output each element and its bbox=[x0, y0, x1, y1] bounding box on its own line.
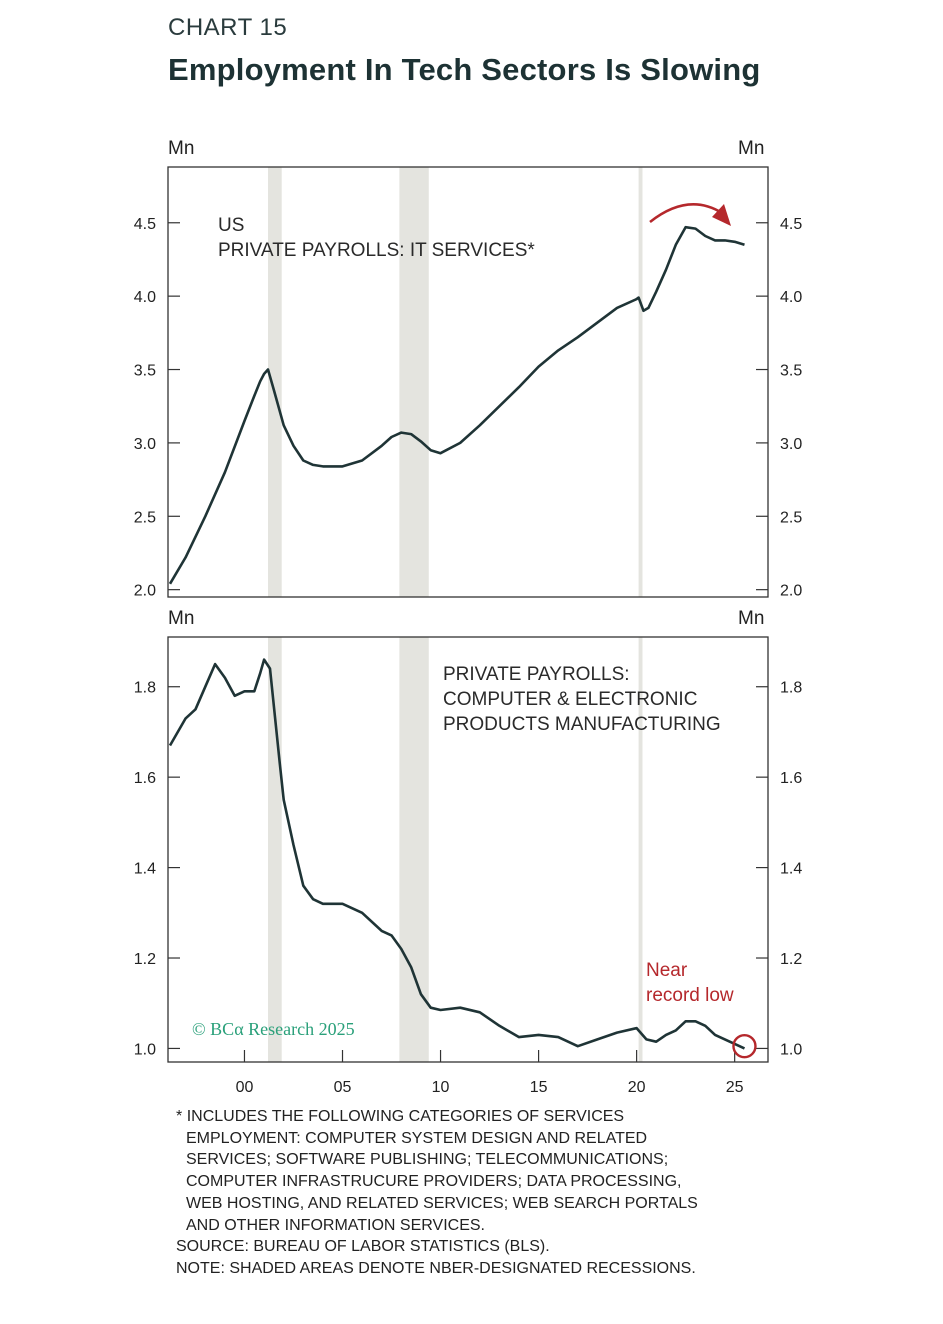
trend-arrow-head bbox=[712, 204, 731, 226]
top-recession-shade-2 bbox=[399, 167, 429, 597]
xtick-label-4: 20 bbox=[628, 1079, 646, 1096]
top-ytick-label-left-4: 4.0 bbox=[134, 289, 156, 306]
bottom-ytick-label-right-2: 1.4 bbox=[780, 861, 802, 878]
bottom-ytick-label-right-0: 1.0 bbox=[780, 1041, 802, 1058]
top-ytick-label-left-2: 3.0 bbox=[134, 436, 156, 453]
watermark: © BCα Research 2025 bbox=[192, 1019, 355, 1039]
xtick-label-1: 05 bbox=[334, 1079, 352, 1096]
recession-note: NOTE: SHADED AREAS DENOTE NBER-DESIGNATE… bbox=[176, 1259, 696, 1277]
top-ytick-label-left-3: 3.5 bbox=[134, 363, 156, 380]
footnote-line-5: WEB HOSTING, AND RELATED SERVICES; WEB S… bbox=[186, 1194, 698, 1212]
annotation-bottom-line2: COMPUTER & ELECTRONIC bbox=[443, 689, 697, 710]
xtick-label-5: 25 bbox=[726, 1079, 744, 1096]
footnote-line-2: EMPLOYMENT: COMPUTER SYSTEM DESIGN AND R… bbox=[186, 1129, 648, 1147]
bottom-recession-shade-1 bbox=[268, 637, 282, 1062]
annotation-near-record-low-line2: record low bbox=[646, 985, 734, 1006]
top-ytick-label-right-5: 4.5 bbox=[780, 216, 802, 233]
series-line-computer-manufacturing bbox=[168, 658, 746, 1050]
top-ytick-label-right-3: 3.5 bbox=[780, 363, 802, 380]
annotation-bottom-line3: PRODUCTS MANUFACTURING bbox=[443, 714, 721, 735]
y-unit-left-top: Mn bbox=[168, 138, 194, 159]
bottom-ytick-label-left-0: 1.0 bbox=[134, 1041, 156, 1058]
top-ytick-label-right-1: 2.5 bbox=[780, 509, 802, 526]
chart-title: Employment In Tech Sectors Is Slowing bbox=[168, 52, 761, 87]
bottom-ytick-label-left-1: 1.2 bbox=[134, 951, 156, 968]
top-ytick-label-left-0: 2.0 bbox=[134, 583, 156, 600]
xtick-label-2: 10 bbox=[432, 1079, 450, 1096]
bottom-ytick-label-left-4: 1.8 bbox=[134, 680, 156, 697]
top-recession-shade-3 bbox=[638, 167, 643, 597]
footnotes: * INCLUDES THE FOLLOWING CATEGORIES OF S… bbox=[176, 1106, 816, 1280]
source-note: SOURCE: BUREAU OF LABOR STATISTICS (BLS)… bbox=[176, 1238, 550, 1256]
panel-it-services: 2.0 2.02.5 2.53.0 3.03.5 3.54.0 4.04.5 4.5 Mn … bbox=[134, 138, 803, 600]
plot-frame-top bbox=[167, 166, 769, 598]
xtick-label-3: 15 bbox=[530, 1079, 548, 1096]
bottom-ytick-label-left-3: 1.6 bbox=[134, 770, 156, 787]
annotation-bottom-line1: PRIVATE PAYROLLS: bbox=[443, 664, 630, 685]
panel-computer-manufacturing: 1.0 1.0 1.2 1.2 1.4 1.4 1.6 1.6 1.8 1.8 00 05 10 15 2… bbox=[134, 608, 803, 1096]
chart-label: CHART 15 bbox=[168, 14, 288, 41]
footnote-text-1: INCLUDES THE FOLLOWING CATEGORIES OF SER… bbox=[186, 1108, 625, 1125]
trend-arrow bbox=[649, 203, 731, 226]
bottom-recession-shade-2 bbox=[399, 637, 429, 1062]
top-recession-shade-1 bbox=[268, 167, 282, 597]
top-ytick-label-left-1: 2.5 bbox=[134, 509, 156, 526]
top-ytick-label-right-2: 3.0 bbox=[780, 436, 802, 453]
footnote-line-4: COMPUTER INFRASTRUCURE PROVIDERS; DATA P… bbox=[186, 1173, 682, 1191]
chart-figure: 2.0 2.02.5 2.53.0 3.03.5 3.54.0 4.04.5 4.5 Mn … bbox=[134, 138, 803, 1096]
annotation-top-line1: US bbox=[218, 215, 244, 236]
footnote-line-1: * INCLUDES THE FOLLOWING CATEGORIES OF S… bbox=[176, 1106, 816, 1128]
bottom-recession-shade-3 bbox=[638, 637, 643, 1062]
trend-arrow-curve bbox=[649, 203, 723, 224]
top-ytick-label-right-4: 4.0 bbox=[780, 289, 802, 306]
footnote-asterisk: * bbox=[176, 1108, 183, 1125]
bottom-ytick-label-right-3: 1.6 bbox=[780, 770, 802, 787]
y-unit-right-bottom: Mn bbox=[738, 608, 764, 629]
y-unit-right-top: Mn bbox=[738, 138, 764, 159]
bottom-ytick-label-right-4: 1.8 bbox=[780, 680, 802, 697]
xtick-label-0: 00 bbox=[236, 1079, 254, 1096]
y-unit-left-bottom: Mn bbox=[168, 608, 194, 629]
top-ytick-label-left-5: 4.5 bbox=[134, 216, 156, 233]
footnote-line-3: SERVICES; SOFTWARE PUBLISHING; TELECOMMU… bbox=[186, 1151, 669, 1169]
top-ytick-label-right-0: 2.0 bbox=[780, 583, 802, 600]
record-low-marker bbox=[732, 1033, 757, 1059]
bottom-ytick-label-left-2: 1.4 bbox=[134, 861, 156, 878]
footnote-line-6: AND OTHER INFORMATION SERVICES. bbox=[186, 1216, 485, 1234]
plot-frame-bottom bbox=[167, 636, 769, 1063]
series-line-it-services bbox=[168, 225, 745, 585]
annotation-near-record-low-line1: Near bbox=[646, 960, 688, 981]
bottom-ytick-label-right-1: 1.2 bbox=[780, 951, 802, 968]
annotation-top-line2: PRIVATE PAYROLLS: IT SERVICES* bbox=[218, 240, 535, 261]
